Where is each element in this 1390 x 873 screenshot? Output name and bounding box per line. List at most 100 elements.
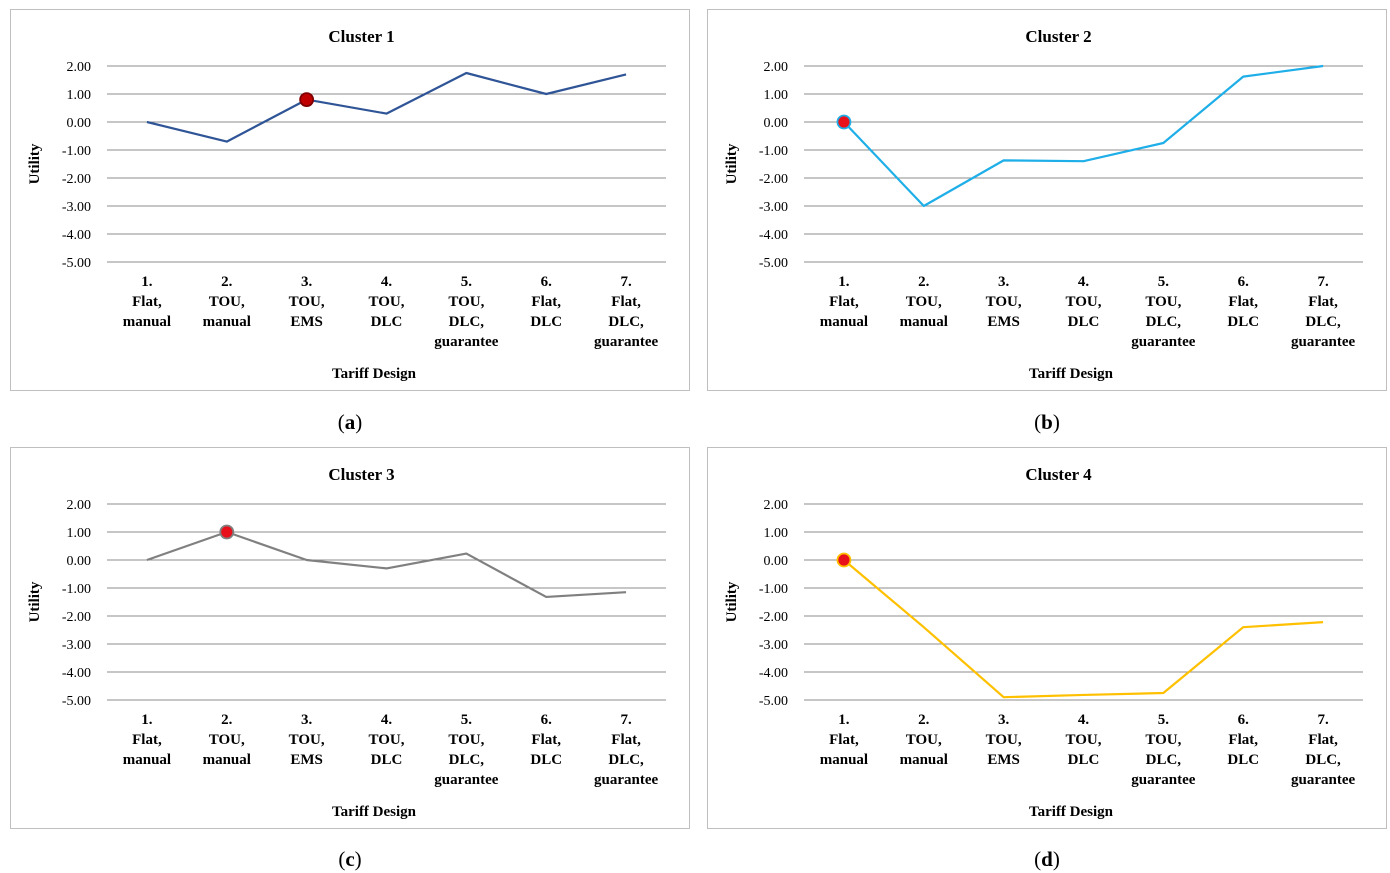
x-tick-line: TOU, (906, 732, 942, 748)
highlight-point (299, 92, 315, 107)
caption-c: (c) (338, 847, 362, 871)
y-tick-label: -3.00 (759, 200, 788, 215)
chart-svg-3: Cluster 3 2.00 1.00 0.00 -1.00 -2.00 -3.00 -4.0… (27, 465, 666, 820)
x-tick-label: 6. Flat, DLC (1227, 274, 1259, 330)
x-tick-line: Flat, (531, 732, 561, 748)
x-tick-line: 6. (541, 712, 553, 728)
x-tick-line: 4. (381, 712, 393, 728)
chart-svg-2: Cluster 2 2.00 1.00 0.00 -1.00 -2.00 -3.00 -4.0… (724, 27, 1363, 382)
y-tick-label: 2.00 (67, 498, 92, 513)
y-tick-label: 2.00 (764, 60, 789, 75)
x-tick-line: manual (203, 752, 251, 768)
x-tick-line: TOU, (986, 294, 1022, 310)
x-tick-line: DLC (530, 752, 562, 768)
x-tick-line: guarantee (1131, 334, 1195, 350)
x-tick-line: DLC, (1305, 752, 1341, 768)
caption-letter-b: b (1041, 410, 1053, 434)
x-tick-line: Flat, (1308, 294, 1338, 310)
x-tick-label: 1. Flat, manual (820, 712, 868, 768)
x-tick-line: 4. (381, 274, 393, 290)
x-tick-label: 1. Flat, manual (123, 712, 171, 768)
chart-panel-cluster-3: Cluster 3 2.00 1.00 0.00 -1.00 -2.00 -3.00 -4.0… (10, 447, 690, 829)
x-tick-line: 3. (301, 712, 313, 728)
chart-svg-1: Cluster 1 2.00 1.00 0.00 -1.00 -2.00 -3.00 -4.0… (27, 27, 666, 382)
y-tick-label: 0.00 (67, 116, 92, 131)
x-tick-line: DLC (371, 752, 403, 768)
x-tick-line: 6. (1238, 274, 1250, 290)
x-tick-label: 3. TOU, EMS (289, 274, 325, 330)
x-tick-line: 3. (301, 274, 313, 290)
x-tick-line: guarantee (434, 772, 498, 788)
y-tick-label: 1.00 (764, 88, 789, 103)
y-tick-label: -2.00 (62, 172, 91, 187)
caption-a: (a) (337, 410, 363, 434)
y-tick-label: -5.00 (62, 694, 91, 709)
x-axis-label: Tariff Design (332, 366, 417, 382)
x-tick-label: 7. Flat, DLC, guarantee (594, 274, 658, 350)
y-tick-label: -4.00 (62, 666, 91, 681)
x-axis-label: Tariff Design (332, 804, 417, 820)
x-tick-line: 4. (1078, 712, 1090, 728)
chart-title: Cluster 1 (328, 27, 394, 46)
x-tick-label: 7. Flat, DLC, guarantee (1291, 712, 1355, 788)
y-axis-label: Utility (27, 143, 43, 184)
y-tick-label: -2.00 (759, 172, 788, 187)
y-tick-label: -2.00 (759, 610, 788, 625)
x-tick-line: 5. (461, 274, 473, 290)
x-tick-line: 5. (1158, 712, 1170, 728)
x-tick-line: guarantee (1131, 772, 1195, 788)
series-line (843, 64, 1324, 208)
x-tick-line: guarantee (1291, 334, 1355, 350)
chart-title: Cluster 3 (328, 465, 394, 484)
x-tick-line: 1. (838, 712, 850, 728)
y-tick-label: -5.00 (62, 256, 91, 271)
x-tick-line: Flat, (531, 294, 561, 310)
y-tick-label: 1.00 (764, 526, 789, 541)
x-tick-label: 5. TOU, DLC, guarantee (1131, 712, 1195, 788)
y-tick-label: 1.00 (67, 526, 92, 541)
caption-d: (d) (1034, 847, 1060, 871)
x-tick-line: manual (900, 752, 948, 768)
x-tick-line: DLC, (449, 314, 485, 330)
x-tick-line: DLC (1227, 752, 1259, 768)
x-tick-line: Flat, (829, 732, 859, 748)
x-tick-line: manual (820, 314, 868, 330)
y-tick-label: 0.00 (67, 554, 92, 569)
x-tick-line: 6. (1238, 712, 1250, 728)
caption-letter-d: d (1041, 847, 1053, 871)
x-tick-label: 1. Flat, manual (820, 274, 868, 330)
x-tick-label: 7. Flat, DLC, guarantee (594, 712, 658, 788)
x-tick-label: 2. TOU, manual (203, 712, 251, 768)
y-tick-label: -4.00 (759, 666, 788, 681)
x-tick-line: manual (900, 314, 948, 330)
x-tick-line: EMS (987, 314, 1020, 330)
x-tick-line: 4. (1078, 274, 1090, 290)
x-tick-line: TOU, (448, 294, 484, 310)
x-tick-line: TOU, (209, 294, 245, 310)
y-tick-label: -1.00 (759, 582, 788, 597)
x-tick-line: TOU, (209, 732, 245, 748)
x-tick-line: guarantee (594, 334, 658, 350)
x-tick-line: DLC, (608, 752, 644, 768)
x-tick-line: TOU, (369, 732, 405, 748)
x-tick-line: TOU, (1145, 732, 1181, 748)
x-tick-line: EMS (290, 314, 323, 330)
x-tick-line: DLC (1227, 314, 1259, 330)
x-tick-line: 2. (221, 274, 233, 290)
y-tick-label: -3.00 (759, 638, 788, 653)
x-tick-line: EMS (290, 752, 323, 768)
x-tick-label: 2. TOU, manual (900, 274, 948, 330)
x-tick-line: manual (123, 314, 171, 330)
x-tick-line: 6. (541, 274, 553, 290)
x-tick-line: DLC, (1305, 314, 1341, 330)
x-tick-line: TOU, (906, 294, 942, 310)
series-line (146, 530, 627, 599)
x-tick-label: 2. TOU, manual (203, 274, 251, 330)
x-tick-label: 3. TOU, EMS (986, 712, 1022, 768)
caption-letter-c: c (345, 847, 355, 871)
x-tick-line: manual (123, 752, 171, 768)
x-tick-label: 5. TOU, DLC, guarantee (434, 712, 498, 788)
x-tick-line: TOU, (289, 294, 325, 310)
x-tick-line: DLC (530, 314, 562, 330)
x-tick-line: 5. (1158, 274, 1170, 290)
